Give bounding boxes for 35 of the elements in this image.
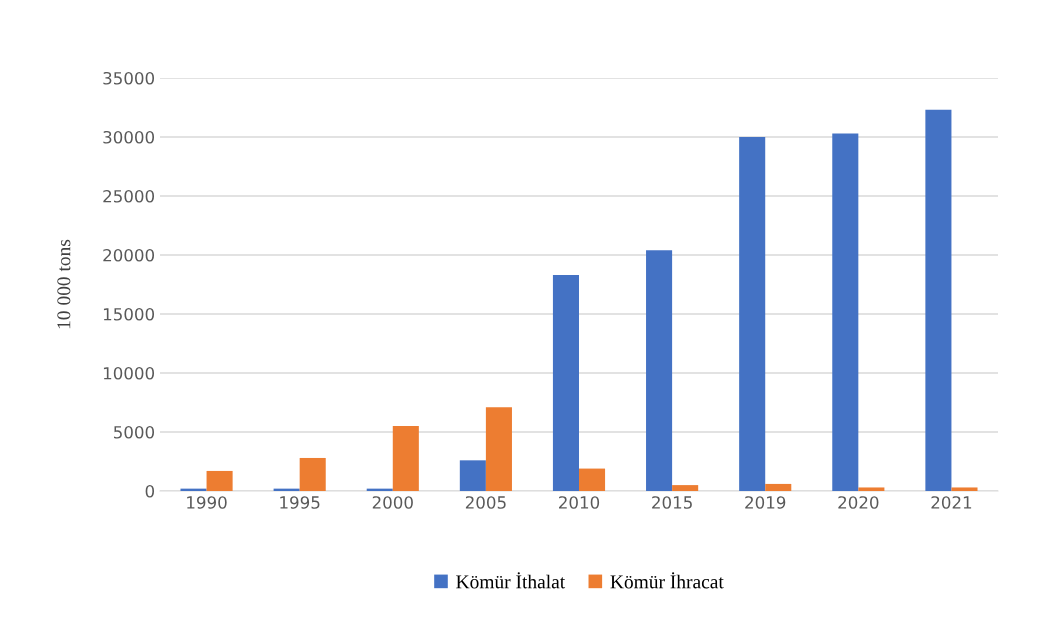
bar <box>858 487 885 491</box>
bar <box>552 275 579 491</box>
bar <box>485 407 512 491</box>
bar <box>299 457 326 491</box>
bar <box>925 109 952 491</box>
y-tick-label: 25000 <box>103 189 155 203</box>
y-tick-label: 5000 <box>114 425 155 439</box>
bar <box>739 137 766 491</box>
y-tick-label: 10000 <box>103 366 155 380</box>
x-tick-label: 2010 <box>559 496 600 509</box>
bar <box>672 485 699 491</box>
x-tick-label: 1990 <box>187 496 227 509</box>
x-tick-label: 2020 <box>838 496 879 509</box>
bar <box>392 426 419 491</box>
y-tick-label: 35000 <box>103 71 155 85</box>
x-tick-label: 2015 <box>652 496 692 509</box>
bar <box>832 133 859 491</box>
legend-label: Kömür İhracat <box>610 572 724 589</box>
x-tick-label: 2021 <box>931 496 972 509</box>
x-tick-label: 2005 <box>465 496 506 509</box>
legend-label: Kömür İthalat <box>456 572 566 589</box>
y-tick-label: 0 <box>145 484 155 498</box>
y-axis-title: 10 000 tons <box>57 239 71 329</box>
bar <box>951 487 978 491</box>
y-tick-label: 30000 <box>103 130 155 144</box>
y-tick-label: 15000 <box>103 307 155 321</box>
bar <box>459 460 486 491</box>
x-tick-label: 2019 <box>745 496 786 509</box>
x-tick-label: 2000 <box>372 496 413 509</box>
x-tick-label: 1995 <box>280 496 320 509</box>
bar <box>579 468 606 491</box>
bar <box>765 483 792 491</box>
y-tick-label: 20000 <box>103 248 155 262</box>
bar <box>646 250 673 491</box>
bar <box>206 470 233 491</box>
